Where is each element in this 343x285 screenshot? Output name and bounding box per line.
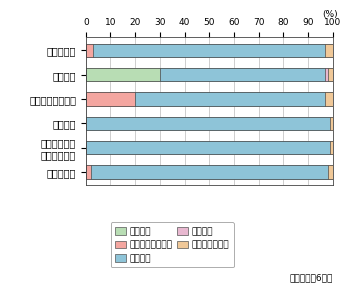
Bar <box>86 117 333 130</box>
Bar <box>86 141 333 154</box>
Bar <box>325 68 328 82</box>
Bar <box>160 68 325 82</box>
Bar <box>86 165 91 178</box>
Bar <box>86 68 160 82</box>
Bar <box>325 92 333 106</box>
Bar <box>328 165 333 178</box>
Bar <box>86 68 333 82</box>
Bar <box>135 92 325 106</box>
Bar <box>330 141 333 154</box>
Bar <box>86 92 333 106</box>
Bar <box>86 92 135 106</box>
Text: 出典は付注6参照: 出典は付注6参照 <box>289 273 333 282</box>
Bar <box>330 117 333 130</box>
Bar <box>91 165 328 178</box>
Bar <box>325 44 333 57</box>
Bar <box>328 68 333 82</box>
Bar <box>86 141 330 154</box>
Legend: 日本企業, アジア太平洋企業, 北米企業, 西欧企業, その他地域企業: 日本企業, アジア太平洋企業, 北米企業, 西欧企業, その他地域企業 <box>111 222 234 267</box>
Bar <box>86 44 333 57</box>
Bar <box>86 165 333 178</box>
Bar <box>86 117 330 130</box>
Bar <box>93 44 325 57</box>
Bar <box>86 44 93 57</box>
Text: (%): (%) <box>322 10 338 19</box>
